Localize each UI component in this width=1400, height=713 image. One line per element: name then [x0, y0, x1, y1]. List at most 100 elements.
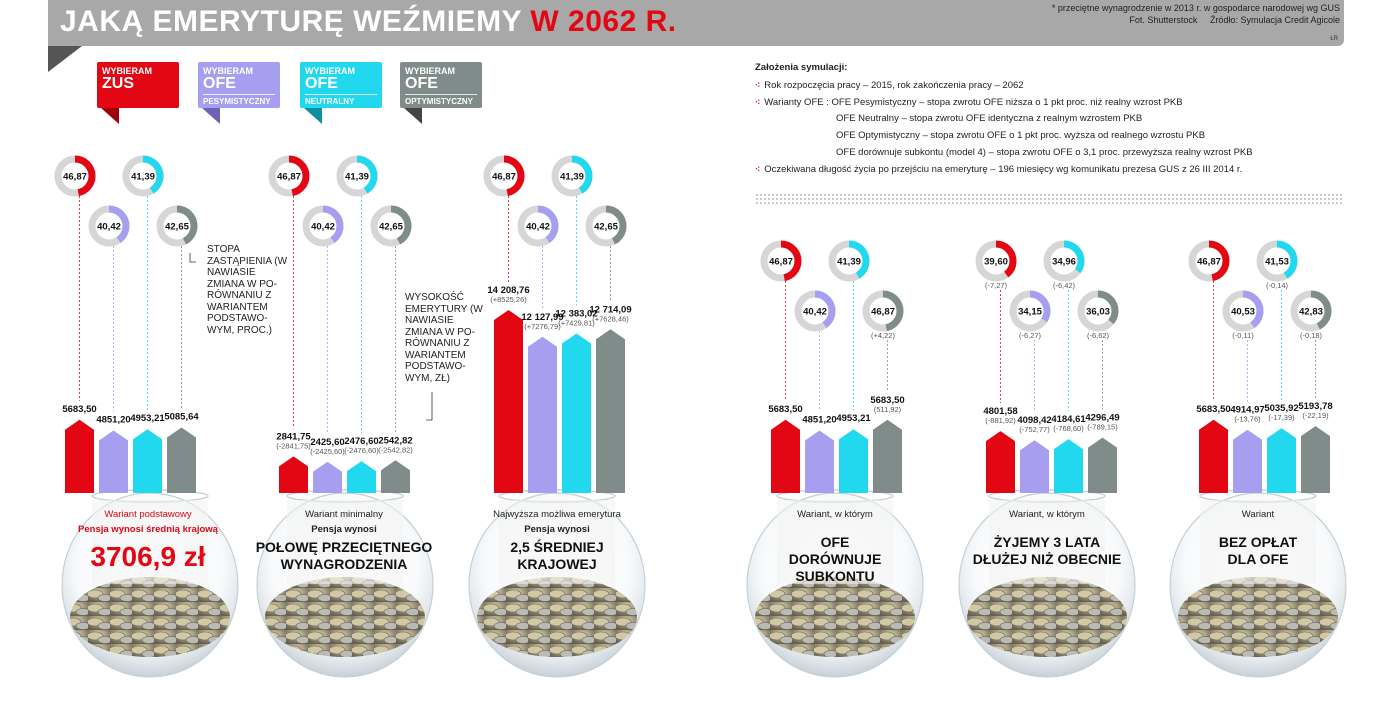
bar — [1054, 439, 1083, 493]
bar-change-label: (-2542,82) — [378, 445, 413, 454]
assumption-text: OFE Optymistyczny – stopa zwrotu OFE o 1… — [836, 130, 1206, 141]
bar-value-label: 2425,60 — [310, 437, 344, 448]
rate-ring-arc — [483, 155, 525, 197]
legend-small: WYBIERAM — [203, 66, 253, 76]
assumption-line: OFE dorównuje subkontu (model 4) – stopa… — [836, 147, 1253, 158]
bar-value-label: 4953,21 — [836, 413, 871, 424]
amount-annotation: WYSOKOŚĆ EMERYTURY (W NAWIASIE ZMIANA W … — [405, 292, 483, 384]
assumptions-title: Założenia symulacji: — [755, 62, 848, 73]
rate-ring-center — [164, 213, 190, 239]
bar-value-label: 4098,42 — [1017, 415, 1051, 426]
jar-text-6: Wariant BEZ OPŁAT DLA OFE — [1168, 509, 1348, 568]
legend-small: WYBIERAM — [102, 66, 152, 76]
bar — [1199, 419, 1228, 493]
rate-label: 40,42 — [526, 222, 550, 233]
rate-ring-center — [802, 298, 828, 324]
photo-credit: Fot. Shutterstock — [1129, 15, 1198, 25]
jar-big: 2,5 ŚREDNIEJ KRAJOWEJ — [510, 539, 604, 572]
bar — [1267, 428, 1296, 493]
jar-coins — [967, 577, 1127, 657]
bar-change-label: (-17,39) — [1268, 413, 1295, 422]
legend-small: WYBIERAM — [305, 66, 355, 76]
rate-ring-center — [768, 248, 794, 274]
legend-big: OFE — [203, 75, 236, 92]
legend-big: ZUS — [102, 75, 134, 92]
rate-label: 41,53 — [1265, 257, 1289, 268]
bar-change-label: (+7429,81) — [558, 319, 595, 328]
rate-ring-center — [1298, 298, 1324, 324]
jar-sub: Pensja wynosi — [311, 524, 377, 535]
bar — [99, 430, 128, 493]
rate-change-label: (-6,42) — [1053, 281, 1076, 290]
legend-big: OFE — [305, 75, 338, 92]
bar-change-label: (-768,60) — [1053, 424, 1084, 433]
jar-big: POŁOWĘ PRZECIĘTNEGO WYNAGRODZENIA — [255, 539, 433, 572]
jar-text-5: Wariant, w którym ŻYJEMY 3 LATA DŁUŻEJ N… — [957, 509, 1137, 568]
annotation-pointer — [426, 392, 433, 421]
dotted-separator — [755, 193, 1343, 205]
bar — [771, 419, 800, 493]
assumption-text: OFE Neutralny – stopa zwrotu OFE identyc… — [836, 113, 1143, 124]
rate-ring-arc — [1043, 240, 1085, 282]
legend-sub: OPTYMISTYCZNY — [405, 97, 474, 106]
bar-value-label: 5683,50 — [870, 395, 904, 406]
jar-caption: Najwyższa możliwa emerytura — [493, 509, 621, 520]
rate-change-label: (-6,62) — [1087, 331, 1110, 340]
bar — [313, 461, 342, 493]
bar-change-label: (-2476,60) — [344, 446, 379, 455]
author-initials: ŁR — [1330, 36, 1338, 42]
rate-change-label: (-0,11) — [1232, 331, 1254, 340]
jar-caption: Wariant minimalny — [305, 509, 383, 520]
legend-ofe-pesymistyczny: WYBIERAM OFE PESYMISTYCZNY — [198, 62, 280, 108]
rate-ring-arc — [1290, 290, 1332, 332]
bar — [1301, 426, 1330, 493]
bar-value-label: 2476,60 — [344, 436, 378, 447]
jar-sub: Pensja wynosi — [524, 524, 590, 535]
legend-rule — [305, 94, 377, 95]
assumption-text: OFE dorównuje subkontu (model 4) – stopa… — [836, 147, 1253, 158]
legend-ofe-neutralny: WYBIERAM OFE NEUTRALNY — [300, 62, 382, 108]
bar-value-label: 2542,82 — [378, 435, 412, 446]
bar — [562, 333, 591, 493]
bar — [494, 310, 523, 493]
rate-change-label: (-0,18) — [1300, 331, 1323, 340]
rate-ring-center — [836, 248, 862, 274]
bar — [381, 460, 410, 493]
bullet-icon: ⁖ — [755, 164, 761, 174]
rate-ring-center — [276, 163, 302, 189]
rate-label: 41,39 — [131, 172, 155, 183]
rate-ring-center — [62, 163, 88, 189]
assumption-line: ⁖ Warianty OFE : OFE Pesymistyczny – stop… — [755, 97, 1183, 108]
assumption-text: Warianty OFE : OFE Pesymistyczny – stopa… — [764, 97, 1183, 108]
rate-ring-arc — [302, 205, 344, 247]
jar-caption: Wariant, w którym — [1009, 509, 1085, 520]
jar-big: 3706,9 zł — [90, 541, 206, 572]
title-banner — [48, 0, 1344, 46]
bar-value-label: 12 127,99 — [521, 312, 563, 323]
bar-value-label: 4953,21 — [130, 413, 165, 424]
legend-tail — [304, 108, 322, 124]
jar-label-band — [1200, 500, 1316, 584]
legend-big: OFE — [405, 75, 438, 92]
legend-tail — [202, 108, 220, 124]
annotation-pointer — [189, 253, 196, 263]
bar-change-label: (-752,77) — [1019, 425, 1050, 434]
legend-tail — [101, 108, 119, 124]
rate-label: 40,53 — [1231, 307, 1255, 318]
legend-ofe-optymistyczny: WYBIERAM OFE OPTYMISTYCZNY — [400, 62, 482, 108]
bar-value-label: 4296,49 — [1085, 413, 1119, 424]
bar-value-label: 4851,20 — [802, 415, 836, 426]
bar — [986, 431, 1015, 493]
jar-big: ŻYJEMY 3 LATA DŁUŻEJ NIŻ OBECNIE — [972, 534, 1122, 567]
bar — [167, 427, 196, 493]
bar-value-label: 2841,75 — [276, 431, 311, 442]
title-main: JAKĄ EMERYTURĘ WEŹMIEMY — [60, 5, 522, 38]
jar-text-3: Najwyższa możliwa emerytura Pensja wynos… — [467, 509, 647, 573]
bar-change-label: (+8525,26) — [490, 295, 527, 304]
rate-label: 41,39 — [837, 257, 861, 268]
legend-rule — [203, 94, 275, 95]
rate-ring-arc — [54, 155, 96, 197]
bullet-icon: ⁖ — [755, 97, 761, 107]
jar-coins — [1178, 577, 1338, 657]
